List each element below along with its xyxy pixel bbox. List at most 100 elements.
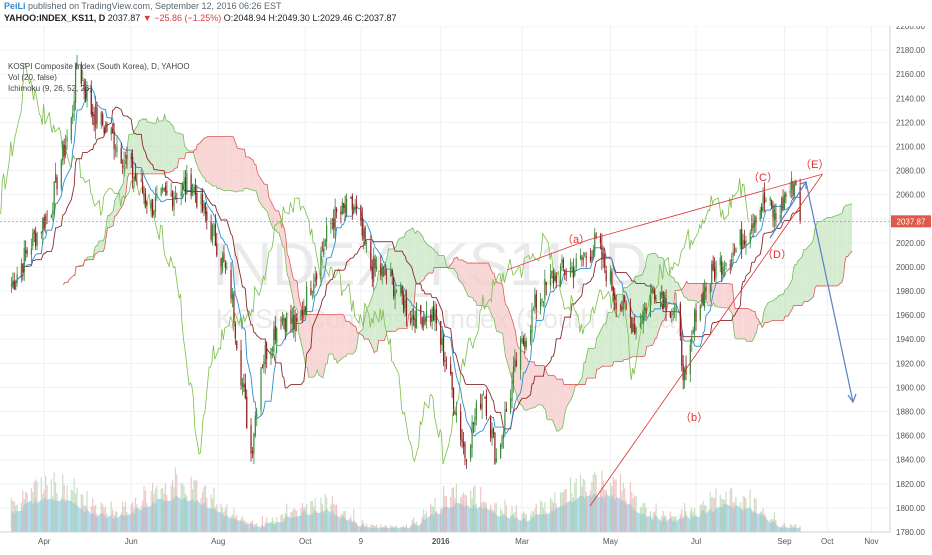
chart-svg[interactable]: INDEX_KS11, D KOSPI Composite Index (Sou… xyxy=(0,22,932,550)
candle-body xyxy=(495,458,497,462)
volume-bar xyxy=(23,498,25,532)
lower-trendline[interactable] xyxy=(589,174,823,507)
cloud-segment xyxy=(485,263,487,307)
cloud-segment xyxy=(807,242,813,302)
volume-bar xyxy=(55,482,57,532)
y-tick-label: 2080.00 xyxy=(896,167,925,176)
candle-body xyxy=(749,232,751,244)
candle-body xyxy=(773,209,776,221)
candle-body xyxy=(692,329,694,335)
volume-bar xyxy=(234,516,236,532)
cloud-segment xyxy=(556,379,559,432)
cloud-segment xyxy=(612,306,614,366)
low-value: 2029.46 xyxy=(319,13,353,23)
candle-body xyxy=(442,335,445,362)
volume-bar xyxy=(589,490,592,532)
cloud-segment xyxy=(572,384,574,397)
volume-bar xyxy=(381,526,383,532)
wave-label-e: （E） xyxy=(800,158,829,171)
volume-bar xyxy=(204,485,206,532)
cloud-segment xyxy=(823,219,825,286)
candle-body xyxy=(674,308,676,310)
candle-body xyxy=(644,307,646,311)
volume-bar xyxy=(799,526,801,532)
candle-body xyxy=(370,241,372,269)
cloud-segment xyxy=(685,281,687,298)
volume-bar xyxy=(326,497,328,532)
y-axis[interactable]: 2200.00 2180.00 2160.00 2140.00 2120.00 2100.… xyxy=(889,22,931,537)
volume-bar xyxy=(743,496,746,532)
candle-body xyxy=(490,417,492,438)
cloud-segment xyxy=(504,295,506,357)
chart-area[interactable]: INDEX_KS11, D KOSPI Composite Index (Sou… xyxy=(0,22,932,550)
cloud-segment xyxy=(785,289,787,317)
wave-arrow-up[interactable] xyxy=(769,181,807,239)
cloud-segment xyxy=(652,253,654,346)
close-label: C: xyxy=(355,13,365,23)
cloud-segment xyxy=(468,263,473,298)
senkou-span-a-line xyxy=(62,114,853,432)
candle-body xyxy=(96,106,98,125)
cloud-segment xyxy=(174,131,177,169)
wave-annotations[interactable]: （a） （b） （C） （D） （E） xyxy=(506,158,857,507)
candle-body xyxy=(63,144,65,157)
cloud-segment xyxy=(332,314,335,360)
volume-bar xyxy=(595,475,597,532)
candle-body xyxy=(762,195,764,212)
cloud-segment xyxy=(553,375,556,428)
cloud-segment xyxy=(188,150,194,153)
cloud-segment xyxy=(786,287,788,317)
cloud-segment xyxy=(328,314,333,355)
volume-bar xyxy=(176,474,178,532)
volume-bar xyxy=(555,503,557,532)
volume-bar xyxy=(221,508,224,532)
x-axis[interactable]: Apr Jun Aug Oct 9 2016 Mar May Jul Sep Oct Nov xyxy=(0,531,890,546)
cloud-segment xyxy=(148,121,154,174)
cloud-segment xyxy=(616,294,619,362)
cloud-segment xyxy=(558,379,563,432)
volume-bar xyxy=(461,494,463,532)
cloud-segment xyxy=(847,203,853,257)
volume-bar xyxy=(440,508,442,532)
volume-bar xyxy=(622,483,624,532)
cloud-segment xyxy=(397,239,399,330)
cloud-segment xyxy=(546,372,549,420)
chikou-span-line xyxy=(0,62,749,465)
cloud-segment xyxy=(167,121,169,173)
cloud-segment xyxy=(516,342,519,403)
upper-trendline[interactable] xyxy=(587,173,824,241)
volume-bar xyxy=(609,483,612,532)
candle-body xyxy=(502,432,505,439)
y-tick-label: 2160.00 xyxy=(896,70,925,79)
upper-trendline-left[interactable] xyxy=(506,239,589,271)
candle-body xyxy=(53,181,55,216)
candle-body xyxy=(790,178,793,190)
candle-body xyxy=(42,217,44,234)
volume-bar xyxy=(184,493,187,532)
volume-bar xyxy=(645,507,647,532)
cloud-segment xyxy=(425,242,428,276)
author-link[interactable]: PeiLi xyxy=(4,1,26,11)
volume-bar xyxy=(74,493,77,532)
candle-body xyxy=(594,233,596,252)
cloud-segment xyxy=(618,294,623,362)
candle-body xyxy=(60,160,62,189)
candle-body xyxy=(649,294,651,318)
cloud-segment xyxy=(235,143,238,193)
volume-bar xyxy=(354,521,356,532)
volume-bar xyxy=(494,503,496,532)
candle-body xyxy=(106,123,108,132)
volume-bar xyxy=(591,481,593,532)
candle-body xyxy=(373,256,375,282)
candle-body xyxy=(642,311,644,325)
candle-body xyxy=(132,156,134,178)
y-tick-label: 1940.00 xyxy=(896,335,925,344)
volume-bar xyxy=(240,518,242,532)
candle-body xyxy=(779,215,781,218)
volume-bar xyxy=(414,522,416,532)
candle-body xyxy=(260,367,262,411)
candle-body xyxy=(261,366,264,368)
wave-arrow-down[interactable] xyxy=(805,181,854,403)
volume-bar xyxy=(160,488,162,532)
volume-bar xyxy=(549,497,552,532)
